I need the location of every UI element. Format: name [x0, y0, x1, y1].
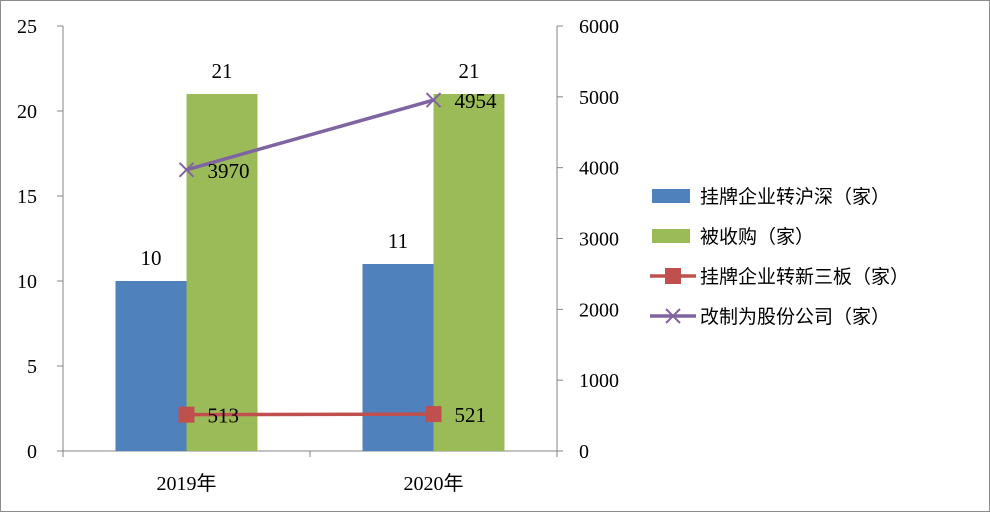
right-tick-label: 0 — [579, 441, 589, 463]
line-series — [178, 92, 442, 423]
data-labels: 10 11 21 21 513 521 3970 4954 — [141, 59, 498, 428]
legend-item: 挂牌企业转沪深（家） — [652, 186, 890, 208]
line-data-label: 513 — [208, 404, 240, 428]
right-tick-label: 3000 — [579, 229, 619, 251]
right-tick-label: 1000 — [579, 370, 619, 392]
bar-series — [115, 94, 505, 451]
x-marker — [178, 162, 195, 178]
bar-data-label: 21 — [459, 59, 480, 83]
series-line — [186, 98, 434, 172]
series-line — [186, 412, 434, 417]
legend-square-marker — [665, 268, 681, 284]
legend-item: 挂牌企业转新三板（家） — [650, 266, 909, 288]
left-tick-label: 20 — [17, 101, 37, 123]
right-tick-label: 5000 — [579, 87, 619, 109]
legend-item: 改制为股份公司（家） — [650, 306, 890, 328]
right-tick-label: 4000 — [579, 158, 619, 180]
legend-label: 被收购（家） — [700, 226, 814, 248]
legend-swatch — [652, 189, 690, 203]
legend-label: 改制为股份公司（家） — [700, 306, 890, 328]
left-tick-label: 5 — [27, 356, 37, 378]
right-tick-label: 2000 — [579, 299, 619, 321]
axes: 0 5 10 15 20 25 0 1000 2000 3000 4000 5000 6000 2019年… — [17, 16, 619, 495]
left-tick-label: 15 — [17, 186, 37, 208]
right-tick-label: 6000 — [579, 16, 619, 38]
bar — [433, 94, 505, 451]
x-marker-stroke — [178, 162, 195, 178]
bar-data-label: 21 — [212, 59, 233, 83]
square-marker — [425, 406, 442, 423]
left-tick-label: 10 — [17, 271, 37, 293]
left-tick-label: 25 — [17, 16, 37, 38]
legend-item: 被收购（家） — [652, 226, 814, 248]
bar-data-label: 10 — [141, 246, 162, 270]
bar — [362, 264, 434, 451]
legend-swatch — [652, 229, 690, 243]
square-marker — [178, 406, 195, 423]
x-marker — [425, 92, 442, 108]
legend-label: 挂牌企业转新三板（家） — [700, 266, 909, 288]
line-data-label: 3970 — [208, 159, 250, 183]
x-tick-label: 2019年 — [157, 472, 217, 495]
legend: 挂牌企业转沪深（家） 被收购（家） 挂牌企业转新三板（家） 改制为股份公司（家） — [650, 186, 909, 328]
left-tick-label: 0 — [27, 441, 37, 463]
legend-x-marker — [665, 308, 681, 324]
bar — [186, 94, 258, 451]
bar — [115, 281, 187, 451]
x-marker-stroke — [425, 92, 442, 108]
line-data-label: 521 — [455, 403, 487, 427]
legend-label: 挂牌企业转沪深（家） — [700, 186, 890, 208]
x-tick-label: 2020年 — [404, 472, 464, 495]
line-data-label: 4954 — [455, 89, 498, 113]
bar-data-label: 11 — [388, 229, 408, 253]
